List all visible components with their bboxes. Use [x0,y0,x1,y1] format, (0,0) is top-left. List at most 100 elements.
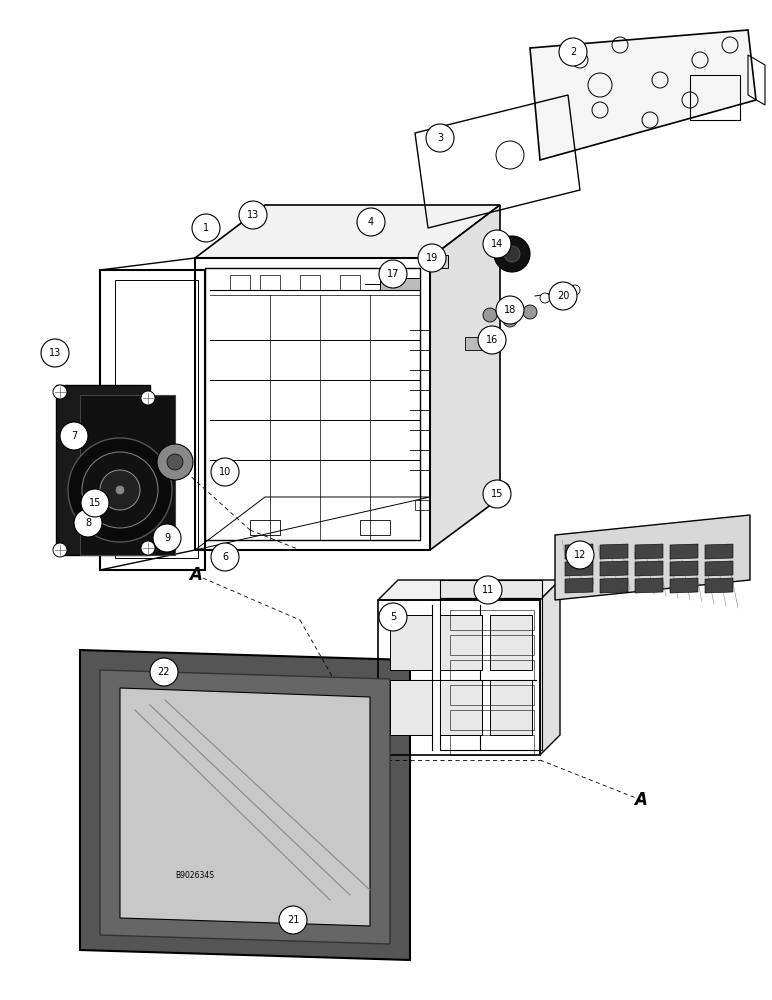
Polygon shape [440,680,482,735]
Circle shape [158,665,172,679]
Polygon shape [670,578,698,593]
Circle shape [192,214,220,242]
Circle shape [555,289,565,299]
Text: 22: 22 [157,667,171,677]
Text: 12: 12 [574,550,586,560]
Text: 1: 1 [203,223,209,233]
Polygon shape [705,578,733,593]
Circle shape [41,339,69,367]
Text: 17: 17 [387,269,399,279]
Text: 9: 9 [164,533,170,543]
Circle shape [116,486,124,494]
Text: 13: 13 [247,210,259,220]
Circle shape [570,285,580,295]
Circle shape [83,519,93,529]
Text: 15: 15 [491,489,503,499]
Polygon shape [390,680,432,735]
Text: 20: 20 [557,291,569,301]
Polygon shape [378,580,560,600]
Text: 5: 5 [390,612,396,622]
Circle shape [478,326,506,354]
Text: 13: 13 [49,348,61,358]
Polygon shape [600,578,628,593]
Polygon shape [390,615,432,670]
Polygon shape [80,395,175,555]
Text: 3: 3 [437,133,443,143]
Circle shape [68,438,172,542]
Circle shape [90,498,100,508]
Circle shape [483,230,511,258]
Text: 16: 16 [486,335,498,345]
Polygon shape [195,205,500,258]
Circle shape [100,470,140,510]
Polygon shape [565,544,593,559]
Circle shape [239,201,267,229]
Circle shape [523,305,537,319]
Circle shape [141,391,155,405]
Polygon shape [670,561,698,576]
Circle shape [81,489,109,517]
Circle shape [494,236,530,272]
Text: 4: 4 [368,217,374,227]
Text: 8: 8 [85,518,91,528]
Text: 10: 10 [219,467,231,477]
Polygon shape [432,255,448,268]
Circle shape [540,293,550,303]
Circle shape [379,260,407,288]
Polygon shape [705,544,733,559]
Circle shape [426,124,454,152]
Circle shape [279,906,307,934]
Circle shape [566,541,594,569]
Text: A: A [190,566,202,584]
Circle shape [503,313,517,327]
Text: 21: 21 [287,915,300,925]
Circle shape [559,38,587,66]
Text: 18: 18 [504,305,516,315]
Circle shape [483,480,511,508]
Polygon shape [440,580,542,598]
Circle shape [504,246,520,262]
Polygon shape [100,670,390,944]
Circle shape [150,658,178,686]
Circle shape [474,576,502,604]
Polygon shape [635,544,663,559]
Circle shape [141,541,155,555]
Text: 19: 19 [426,253,438,263]
Circle shape [357,208,385,236]
Polygon shape [490,680,532,735]
Polygon shape [430,205,500,550]
Polygon shape [120,688,370,926]
Polygon shape [635,578,663,593]
Polygon shape [440,615,482,670]
Polygon shape [565,561,593,576]
Text: A: A [635,791,648,809]
Polygon shape [600,544,628,559]
Polygon shape [380,278,420,290]
Text: B902634S: B902634S [175,870,214,880]
Text: 2: 2 [570,47,576,57]
Polygon shape [530,30,756,160]
Circle shape [82,452,158,528]
Polygon shape [555,515,750,600]
Circle shape [53,385,67,399]
Polygon shape [635,561,663,576]
Polygon shape [80,650,410,960]
Circle shape [496,296,524,324]
Polygon shape [565,578,593,593]
Circle shape [494,482,510,498]
Circle shape [379,603,407,631]
Polygon shape [465,337,500,350]
Circle shape [153,524,181,552]
Circle shape [549,282,577,310]
Circle shape [211,543,239,571]
Text: 14: 14 [491,239,503,249]
Circle shape [157,444,193,480]
Polygon shape [56,385,150,555]
Text: 7: 7 [71,431,77,441]
Circle shape [373,223,383,233]
Polygon shape [490,615,532,670]
Circle shape [60,422,88,450]
Polygon shape [705,561,733,576]
Circle shape [53,543,67,557]
Polygon shape [600,561,628,576]
